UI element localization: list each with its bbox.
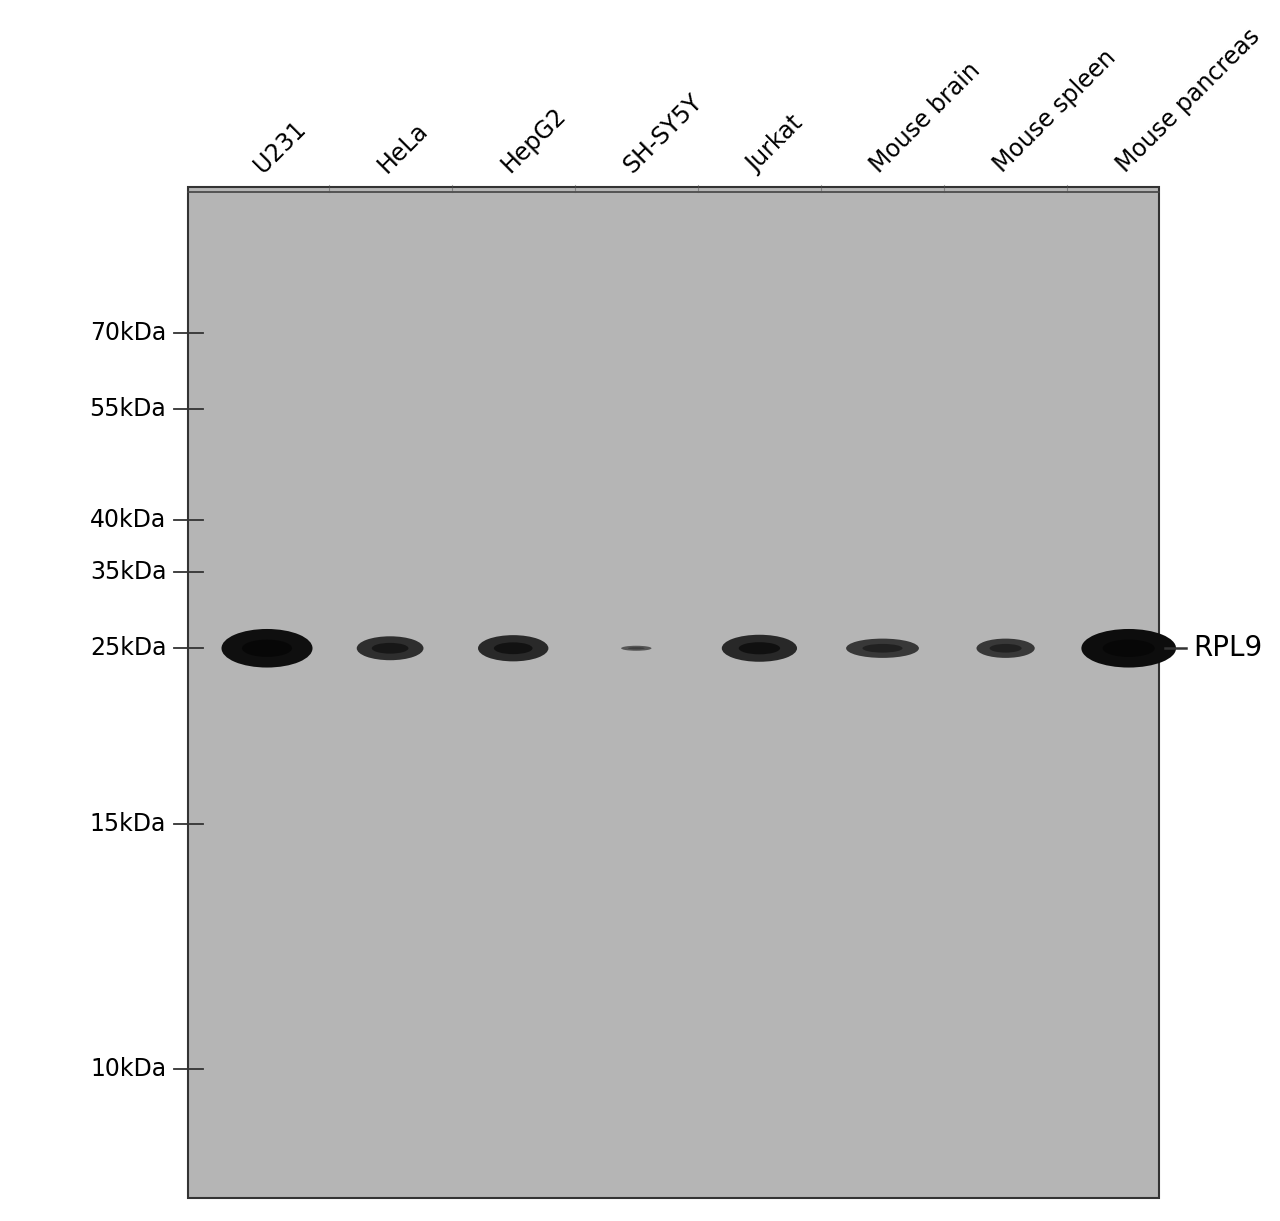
Text: HepG2: HepG2: [497, 103, 571, 177]
Text: 40kDa: 40kDa: [90, 508, 166, 531]
Text: RPL9: RPL9: [1193, 634, 1262, 662]
Ellipse shape: [357, 636, 424, 661]
Text: Mouse pancreas: Mouse pancreas: [1112, 24, 1265, 177]
Ellipse shape: [989, 643, 1021, 652]
Ellipse shape: [477, 635, 548, 662]
Ellipse shape: [977, 639, 1034, 658]
Text: 15kDa: 15kDa: [90, 812, 166, 835]
Ellipse shape: [221, 629, 312, 668]
Text: HeLa: HeLa: [374, 117, 433, 177]
Ellipse shape: [1102, 640, 1155, 657]
Text: 55kDa: 55kDa: [90, 397, 166, 421]
Ellipse shape: [846, 639, 919, 658]
Text: Jurkat: Jurkat: [742, 111, 808, 177]
Text: SH-SY5Y: SH-SY5Y: [620, 89, 708, 177]
Ellipse shape: [494, 642, 532, 654]
Text: Mouse spleen: Mouse spleen: [988, 45, 1120, 177]
Ellipse shape: [371, 643, 408, 653]
Ellipse shape: [621, 646, 652, 651]
Text: 70kDa: 70kDa: [90, 321, 166, 344]
Ellipse shape: [863, 643, 902, 652]
Ellipse shape: [242, 640, 292, 657]
Ellipse shape: [722, 635, 797, 662]
Bar: [188, 187, 1160, 1198]
Text: U231: U231: [250, 116, 311, 177]
Ellipse shape: [1082, 629, 1176, 668]
Text: 35kDa: 35kDa: [90, 560, 166, 585]
Text: 10kDa: 10kDa: [90, 1057, 166, 1081]
Ellipse shape: [739, 642, 780, 654]
Text: Mouse brain: Mouse brain: [865, 57, 984, 177]
Text: 25kDa: 25kDa: [90, 636, 166, 661]
Ellipse shape: [628, 647, 645, 650]
